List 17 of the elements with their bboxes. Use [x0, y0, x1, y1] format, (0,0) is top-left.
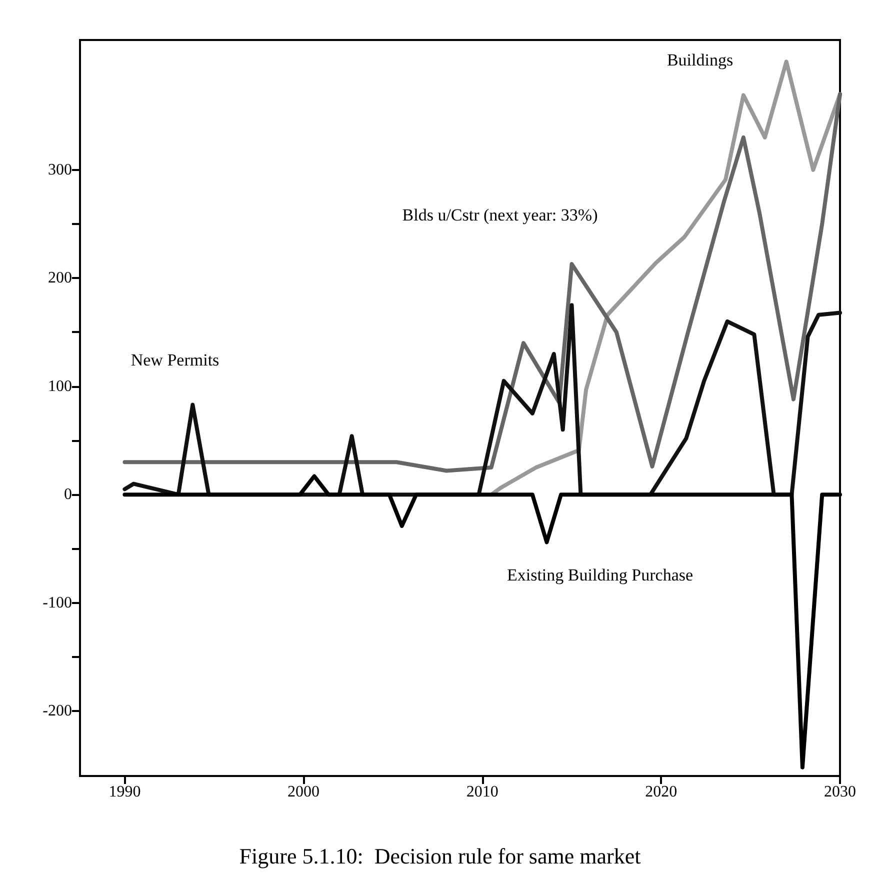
annotation: New Permits [130, 350, 220, 370]
annotation: Buildings [666, 50, 734, 70]
x-tick-label: 2030 [824, 784, 856, 800]
y-tick-label: 200 [48, 270, 72, 287]
x-tick-label: 1990 [108, 784, 141, 800]
y-tick-label: -200 [42, 702, 72, 720]
annotation: Existing Building Purchase [506, 566, 694, 584]
y-tick-label: 300 [48, 161, 72, 178]
y-tick-label: 0 [64, 486, 72, 504]
text: Figure 5.1.10: Decision rule for same market [239, 844, 641, 868]
y-tick-label: 100 [48, 378, 72, 395]
x-tick-label: 2000 [288, 784, 320, 800]
x-tick-label: 2010 [466, 784, 498, 800]
y-tick-label: -100 [42, 594, 72, 612]
x-tick-label: 2020 [645, 784, 678, 800]
line-series [122, 92, 842, 473]
annotation: Blds u/Cstr (next year: 33%) [402, 206, 598, 224]
